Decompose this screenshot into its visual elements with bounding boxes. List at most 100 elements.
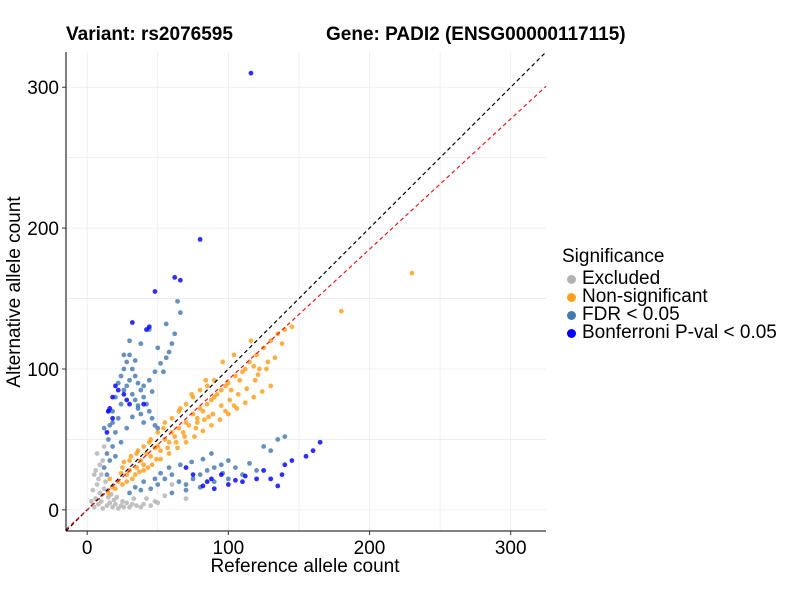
point-fdr-0-05 xyxy=(138,411,144,417)
point-bonferroni-p-val-0-05 xyxy=(225,482,231,487)
point-fdr-0-05 xyxy=(155,425,161,431)
point-bonferroni-p-val-0-05 xyxy=(218,472,224,478)
legend-label: Excluded xyxy=(582,268,661,289)
point-non-significant xyxy=(220,359,226,365)
point-bonferroni-p-val-0-05 xyxy=(113,383,118,389)
point-excluded xyxy=(97,490,103,496)
point-non-significant xyxy=(158,456,163,462)
point-bonferroni-p-val-0-05 xyxy=(209,476,214,482)
point-non-significant xyxy=(166,439,172,445)
point-fdr-0-05 xyxy=(132,373,138,379)
point-fdr-0-05 xyxy=(101,425,107,431)
point-fdr-0-05 xyxy=(129,366,135,372)
point-non-significant xyxy=(141,462,147,468)
point-non-significant xyxy=(141,468,147,473)
point-fdr-0-05 xyxy=(155,345,161,351)
chart-title-variant: Variant: rs2076595 xyxy=(66,24,233,45)
point-non-significant xyxy=(166,451,172,456)
y-axis-title: Alternative allele count xyxy=(4,196,25,388)
point-non-significant xyxy=(218,387,224,393)
point-non-significant xyxy=(251,394,257,400)
legend-swatch-non-significant xyxy=(567,292,576,302)
point-non-significant xyxy=(217,417,223,423)
point-bonferroni-p-val-0-05 xyxy=(303,453,309,459)
point-excluded xyxy=(141,501,147,507)
point-fdr-0-05 xyxy=(138,387,144,393)
point-bonferroni-p-val-0-05 xyxy=(127,401,132,407)
legend: Significance Excluded Non-significant FD… xyxy=(562,246,777,343)
point-non-significant xyxy=(242,366,248,372)
legend-label: Non-significant xyxy=(582,286,708,307)
chart-title-gene: Gene: PADI2 (ENSG00000117115) xyxy=(326,24,626,45)
point-excluded xyxy=(120,499,125,504)
point-non-significant xyxy=(124,472,130,478)
point-fdr-0-05 xyxy=(162,476,168,482)
point-excluded xyxy=(169,482,175,487)
point-non-significant xyxy=(225,380,231,386)
point-non-significant xyxy=(227,397,233,403)
point-non-significant xyxy=(268,383,274,389)
point-non-significant xyxy=(162,437,168,442)
point-fdr-0-05 xyxy=(169,472,175,478)
point-excluded xyxy=(89,499,94,504)
point-fdr-0-05 xyxy=(135,380,141,386)
point-fdr-0-05 xyxy=(101,465,107,471)
point-excluded xyxy=(101,486,107,492)
point-fdr-0-05 xyxy=(141,420,147,425)
point-non-significant xyxy=(210,411,216,417)
point-non-significant xyxy=(124,479,130,485)
point-non-significant xyxy=(177,406,183,411)
point-fdr-0-05 xyxy=(152,476,158,482)
point-bonferroni-p-val-0-05 xyxy=(121,391,127,397)
point-non-significant xyxy=(105,490,111,496)
point-non-significant xyxy=(149,462,155,468)
legend-swatch-fdr xyxy=(567,310,576,320)
point-excluded xyxy=(103,479,108,485)
point-fdr-0-05 xyxy=(190,476,196,482)
point-bonferroni-p-val-0-05 xyxy=(110,415,115,421)
point-fdr-0-05 xyxy=(183,482,189,487)
point-fdr-0-05 xyxy=(146,377,152,383)
point-bonferroni-p-val-0-05 xyxy=(240,479,245,485)
point-excluded xyxy=(162,493,168,499)
point-non-significant xyxy=(162,420,168,425)
data-points xyxy=(89,70,415,511)
reference-line-identity xyxy=(65,51,547,532)
point-non-significant xyxy=(192,434,197,440)
point-non-significant xyxy=(194,415,200,421)
point-excluded xyxy=(144,496,149,501)
point-non-significant xyxy=(409,270,415,276)
point-fdr-0-05 xyxy=(175,298,180,304)
point-bonferroni-p-val-0-05 xyxy=(261,468,267,473)
point-non-significant xyxy=(231,403,237,409)
point-fdr-0-05 xyxy=(124,425,130,431)
point-bonferroni-p-val-0-05 xyxy=(282,462,288,468)
point-fdr-0-05 xyxy=(113,429,118,435)
point-non-significant xyxy=(251,363,257,369)
point-excluded xyxy=(155,500,161,506)
point-fdr-0-05 xyxy=(172,331,178,337)
point-non-significant xyxy=(169,415,175,421)
point-fdr-0-05 xyxy=(161,369,166,375)
axes xyxy=(65,52,546,532)
point-non-significant xyxy=(121,459,127,465)
point-bonferroni-p-val-0-05 xyxy=(183,465,189,471)
point-fdr-0-05 xyxy=(200,456,206,462)
point-excluded xyxy=(101,444,107,449)
legend-item-excluded: Excluded xyxy=(562,268,777,289)
point-non-significant xyxy=(141,444,147,449)
point-non-significant xyxy=(200,408,206,414)
point-non-significant xyxy=(144,451,149,456)
point-bonferroni-p-val-0-05 xyxy=(242,473,248,479)
point-excluded xyxy=(96,476,101,482)
point-excluded xyxy=(97,462,103,468)
point-excluded xyxy=(90,487,96,493)
point-non-significant xyxy=(200,428,206,434)
point-non-significant xyxy=(189,391,195,397)
point-non-significant xyxy=(129,476,135,482)
point-non-significant xyxy=(165,445,171,451)
point-bonferroni-p-val-0-05 xyxy=(268,476,274,482)
point-non-significant xyxy=(338,308,344,314)
point-fdr-0-05 xyxy=(166,349,172,355)
point-fdr-0-05 xyxy=(127,377,132,383)
